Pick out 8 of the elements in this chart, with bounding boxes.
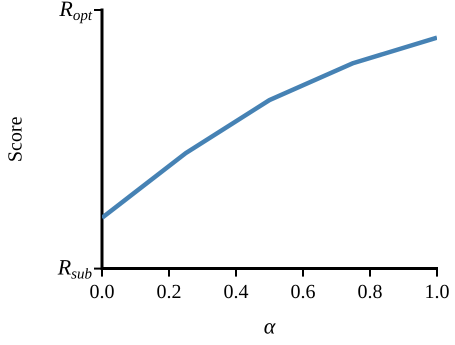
x-tick-label: 1.0 [424,280,450,303]
x-tick-label: 0.8 [358,280,382,303]
x-tick-label: 0.6 [290,280,316,303]
x-axis-title: α [264,314,276,339]
x-tick-label: 0.2 [156,280,182,303]
y-axis-title: Score [4,116,26,162]
x-tick-label: 0.4 [224,280,248,303]
x-tick-label: 0.0 [90,280,114,303]
